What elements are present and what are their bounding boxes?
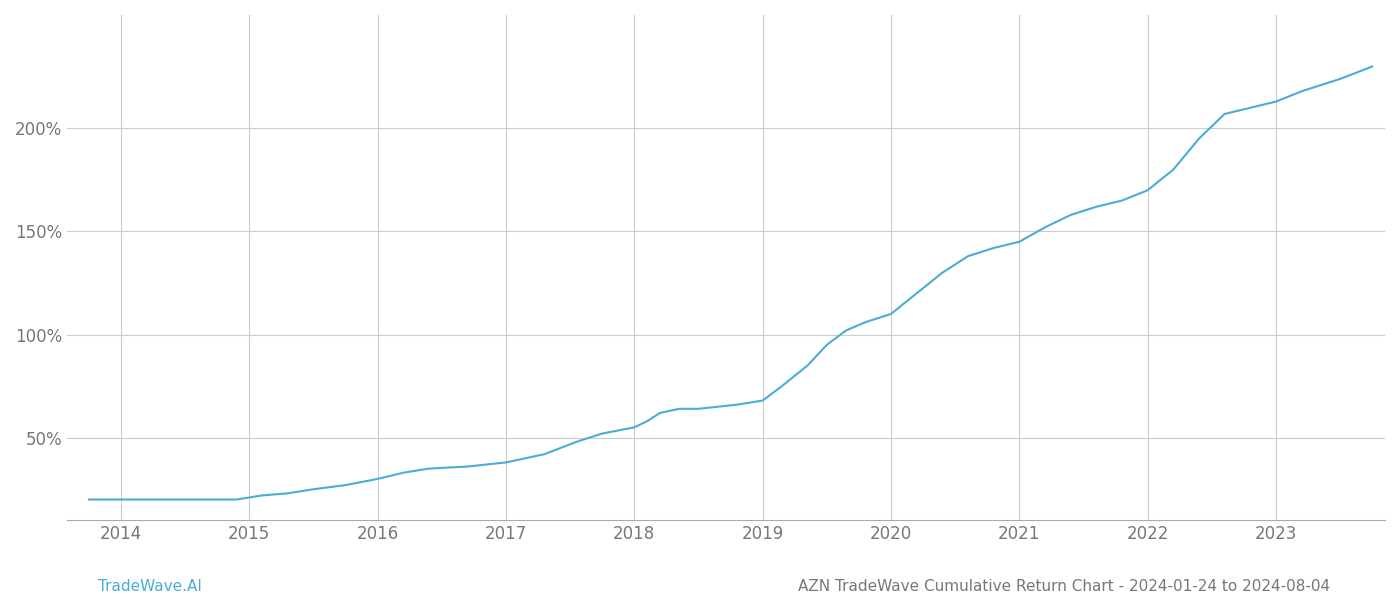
Text: AZN TradeWave Cumulative Return Chart - 2024-01-24 to 2024-08-04: AZN TradeWave Cumulative Return Chart - …	[798, 579, 1330, 594]
Text: TradeWave.AI: TradeWave.AI	[98, 579, 202, 594]
